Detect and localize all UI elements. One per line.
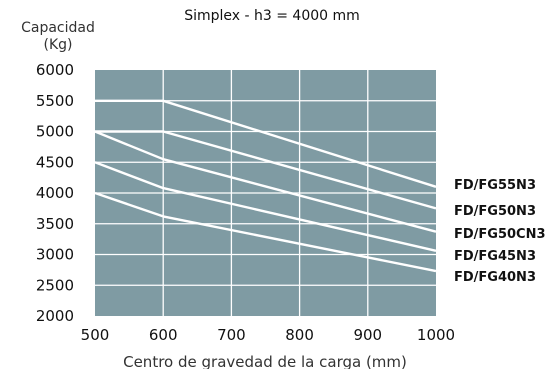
x-tick-label: 600 [149,326,178,344]
x-tick-label: 500 [81,326,110,344]
x-tick-labels: 500 600 700 800 900 1000 [81,326,455,344]
y-tick-label: 6000 [36,61,74,79]
y-tick-label: 3500 [36,215,74,233]
series-label: FD/FG45N3 [454,249,536,264]
series-labels: FD/FG55N3 FD/FG50N3 FD/FG50CN3 FD/FG45N3 FD/… [454,178,546,285]
y-tick-label: 3000 [36,246,74,264]
series-line [94,191,437,273]
series-line [95,99,437,188]
series-label: FD/FG40N3 [454,270,536,285]
series-label: FD/FG55N3 [454,178,536,193]
series-line [94,161,437,252]
y-axis-label-line2: (Kg) [44,37,73,53]
y-tick-label: 5000 [36,123,74,141]
chart-title: Simplex - h3 = 4000 mm [184,8,360,24]
x-tick-label: 1000 [417,326,455,344]
series-line [95,130,437,210]
series-label: FD/FG50CN3 [454,227,546,242]
y-axis-label-line1: Capacidad [21,20,95,36]
y-tick-label: 5500 [36,92,74,110]
y-tick-labels: 2000 2500 3000 3500 4000 4500 5000 5500 6000 [36,61,74,325]
series-label: FD/FG50N3 [454,204,536,219]
x-tick-label: 800 [285,326,314,344]
y-tick-label: 4000 [36,184,74,202]
grid [95,70,436,316]
y-tick-label: 4500 [36,153,74,171]
y-tick-label: 2500 [36,276,74,294]
series-lines [94,99,437,273]
series-line [94,130,437,233]
x-tick-label: 700 [217,326,246,344]
y-tick-label: 2000 [36,307,74,325]
x-axis-label: Centro de gravedad de la carga (mm) [123,353,407,369]
x-tick-label: 900 [353,326,382,344]
